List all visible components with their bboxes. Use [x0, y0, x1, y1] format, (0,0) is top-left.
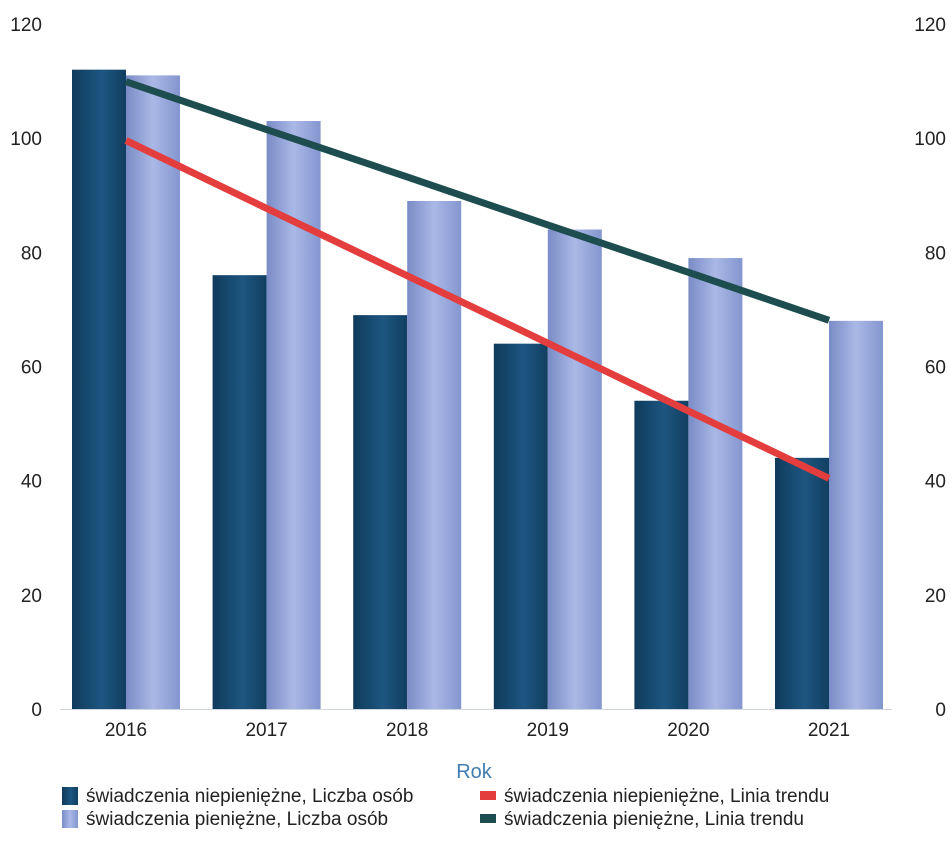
legend-swatch	[62, 787, 78, 805]
x-tick-label: 2021	[808, 720, 850, 741]
y-tick-label-right: 40	[925, 472, 946, 493]
bar-niepieniezne	[493, 343, 548, 709]
legend-item-bar-pieniezne: świadczenia pieniężne, Liczba osób	[62, 809, 388, 830]
y-tick-label-right: 20	[925, 586, 946, 607]
y-tick-label-right: 120	[914, 15, 946, 36]
bar-niepieniezne	[212, 275, 267, 709]
legend: świadczenia niepieniężne, Liczba osóbświ…	[62, 786, 829, 830]
x-axis-title: Rok	[456, 761, 493, 783]
trend-line-niepieniezne	[124, 137, 831, 482]
bar-niepieniezne	[72, 69, 126, 709]
x-tick-label: 2017	[245, 720, 287, 741]
x-tick-label: 2018	[386, 720, 428, 741]
legend-item-trend-pieniezne: świadczenia pieniężne, Linia trendu	[480, 809, 804, 830]
y-tick-label-right: 80	[925, 243, 946, 264]
bar-niepieniezne	[775, 457, 829, 709]
bar-niepieniezne	[634, 400, 689, 709]
bars-group	[72, 69, 883, 710]
trend-line-pieniezne	[124, 78, 831, 324]
legend-label: świadczenia pieniężne, Liczba osób	[86, 809, 388, 830]
legend-label: świadczenia pieniężne, Linia trendu	[504, 809, 804, 830]
bar-pieniezne	[829, 320, 883, 709]
legend-label: świadczenia niepieniężne, Linia trendu	[504, 786, 829, 807]
y-tick-label-right: 0	[935, 700, 946, 721]
y-tick-label-left: 80	[21, 243, 42, 264]
legend-swatch	[480, 791, 496, 800]
bar-pieniezne	[126, 75, 180, 709]
y-tick-label-left: 100	[10, 129, 42, 150]
y-tick-label-left: 120	[10, 15, 42, 36]
y-tick-label-left: 40	[21, 472, 42, 493]
bar-pieniezne	[547, 229, 602, 709]
y-tick-label-left: 0	[31, 700, 42, 721]
y-tick-label-left: 60	[21, 358, 42, 379]
legend-swatch	[62, 810, 78, 828]
legend-item-bar-niepieniezne: świadczenia niepieniężne, Liczba osób	[62, 786, 413, 807]
x-tick-label: 2019	[527, 720, 569, 741]
legend-item-trend-niepieniezne: świadczenia niepieniężne, Linia trendu	[480, 786, 829, 807]
y-axis-left: 0 20 40 60 80 100 120	[10, 15, 42, 721]
legend-label: świadczenia niepieniężne, Liczba osób	[86, 786, 413, 807]
y-axis-right: 0 20 40 60 80 100 120	[914, 15, 946, 721]
x-axis: 2016 2017 2018 2019 2020 2021	[60, 709, 892, 741]
trend-lines-group	[124, 78, 831, 482]
x-tick-label: 2016	[105, 720, 147, 741]
bar-niepieniezne	[353, 315, 408, 709]
y-tick-label-right: 100	[914, 129, 946, 150]
x-tick-label: 2020	[667, 720, 709, 741]
y-tick-label-left: 20	[21, 586, 42, 607]
bar-pieniezne	[688, 258, 743, 709]
legend-swatch	[480, 814, 496, 823]
y-tick-label-right: 60	[925, 358, 946, 379]
